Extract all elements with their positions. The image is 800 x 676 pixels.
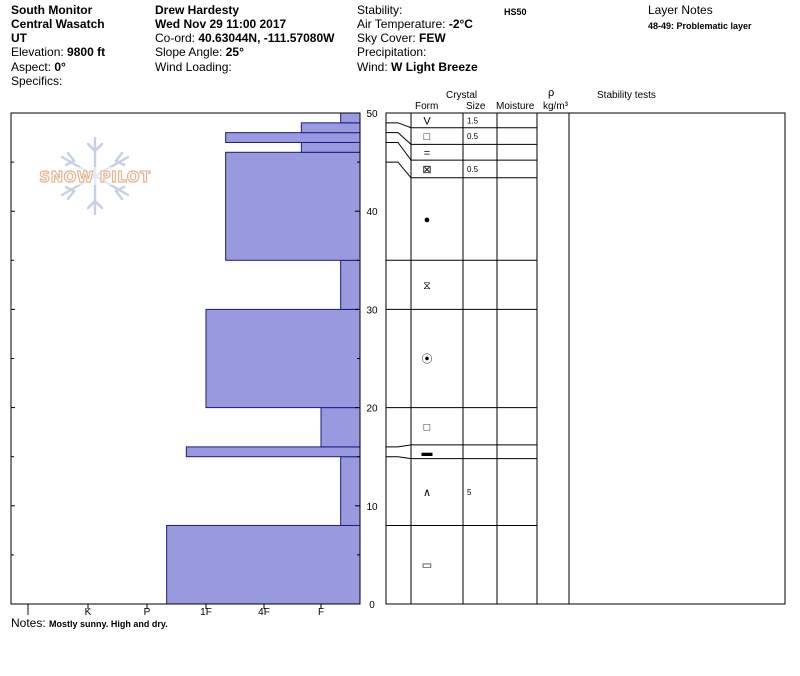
crystal-header: Crystal: [446, 90, 478, 101]
state-name: UT: [11, 31, 27, 45]
layer-notes-title: Layer Notes: [648, 3, 713, 17]
hardness-bar: [300, 122, 361, 134]
hardness-bar: [225, 132, 361, 143]
grain-form-symbol: ⧖: [423, 280, 431, 292]
grain-form-symbol: ▬: [422, 447, 433, 459]
snowflake-icon: [32, 136, 158, 216]
wind-value: W Light Breeze: [391, 60, 478, 74]
stability-label: Stability:: [357, 3, 403, 17]
air-temp-label: Air Temperature:: [357, 17, 446, 31]
hardness-bar: [225, 151, 361, 261]
grain-form-symbol: ⊠: [422, 164, 431, 176]
layer-connector: [386, 161, 412, 179]
hardness-bar: [320, 407, 361, 448]
table-frame: [385, 112, 786, 605]
hardness-bar: [185, 446, 361, 458]
x-tick-label: P: [144, 607, 151, 618]
notes-row: Notes: Mostly sunny. High and dry.: [11, 616, 168, 631]
layer-connector: [386, 122, 412, 129]
stability-tests-header: Stability tests: [597, 90, 656, 101]
layer-connector: [386, 132, 412, 145]
y-tick-label: 30: [366, 305, 378, 316]
elevation-row: Elevation: 9800 ft: [11, 45, 105, 59]
range-name: Central Wasatch: [11, 17, 105, 31]
x-tick-label: 1F: [200, 607, 212, 618]
location-name: South Monitor: [11, 3, 93, 17]
moisture-header: Moisture: [496, 101, 535, 112]
size-header: Size: [466, 101, 486, 112]
sky-row: Sky Cover: FEW: [357, 31, 446, 45]
y-tick-label: 0: [369, 600, 375, 611]
snow-height: HS50: [504, 7, 527, 17]
grain-size-value: 0.5: [467, 132, 479, 141]
hardness-bar: [300, 141, 361, 153]
x-tick-label: 4F: [258, 607, 270, 618]
y-tick-label: 40: [366, 207, 378, 218]
form-header: Form: [415, 101, 439, 112]
specifics-label: Specifics:: [11, 74, 63, 88]
hardness-bar: [340, 112, 361, 124]
layer-connector: [386, 456, 412, 460]
hardness-bar: [340, 259, 361, 310]
air-temp-value: -2°C: [448, 17, 473, 31]
observer-name: Drew Hardesty: [155, 3, 240, 17]
y-tick-label: 20: [366, 404, 378, 415]
layer-note: 48-49: Problematic layer: [648, 21, 752, 31]
elevation-label: Elevation:: [11, 45, 64, 59]
density-symbol: ρ: [548, 87, 555, 99]
hardness-bar: [205, 308, 361, 409]
x-tick-label: K: [85, 607, 92, 618]
snowpilot-logo: SNOW PILOT: [30, 135, 160, 217]
grain-form-symbol: □: [424, 421, 431, 433]
precip-label: Precipitation:: [357, 45, 427, 59]
coord-label: Co-ord:: [155, 31, 196, 45]
x-tick-label: F: [318, 607, 324, 618]
slope-row: Slope Angle: 25°: [155, 45, 244, 59]
grain-size-value: 0.5: [467, 165, 479, 174]
sky-value: FEW: [419, 31, 446, 45]
notes-text: Mostly sunny. High and dry.: [49, 619, 168, 629]
grain-form-symbol: □: [424, 131, 431, 143]
air-temp-row: Air Temperature: -2°C: [357, 17, 473, 31]
aspect-label: Aspect:: [11, 60, 52, 74]
wind-row: Wind: W Light Breeze: [357, 60, 478, 74]
aspect-value: 0°: [54, 60, 66, 74]
grain-form-symbol: ●: [424, 214, 431, 226]
observation-datetime: Wed Nov 29 11:00 2017: [155, 17, 287, 31]
grain-size-value: 1.5: [467, 116, 479, 125]
grain-form-symbol: ⦿: [422, 353, 433, 366]
wind-label: Wind:: [357, 60, 388, 74]
y-tick-label: 10: [366, 502, 378, 513]
layer-connector: [386, 141, 412, 161]
sky-label: Sky Cover:: [357, 31, 416, 45]
slope-label: Slope Angle:: [155, 45, 223, 59]
grain-size-value: 5: [467, 488, 472, 497]
grain-form-symbol: ∧: [423, 487, 431, 499]
slope-value: 25°: [225, 45, 244, 59]
x-tick-label: I: [27, 607, 30, 618]
coord-row: Co-ord: 40.63044N, -111.57080W: [155, 31, 334, 45]
density-unit: kg/m³: [543, 101, 568, 112]
y-tick-label: 50: [366, 109, 378, 120]
elevation-value: 9800 ft: [67, 45, 106, 59]
notes-label: Notes:: [11, 616, 46, 630]
hardness-bar: [340, 456, 361, 526]
layer-connector: [386, 444, 412, 448]
coord-value: 40.63044N, -111.57080W: [198, 31, 335, 45]
aspect-row: Aspect: 0°: [11, 60, 66, 74]
wind-loading-label: Wind Loading:: [155, 60, 232, 74]
hardness-bar: [166, 524, 361, 605]
grain-form-symbol: ▭: [422, 560, 432, 572]
logo-text: SNOW PILOT: [39, 167, 151, 186]
grain-form-symbol: =: [424, 147, 430, 159]
grain-form-symbol: V: [423, 115, 431, 127]
